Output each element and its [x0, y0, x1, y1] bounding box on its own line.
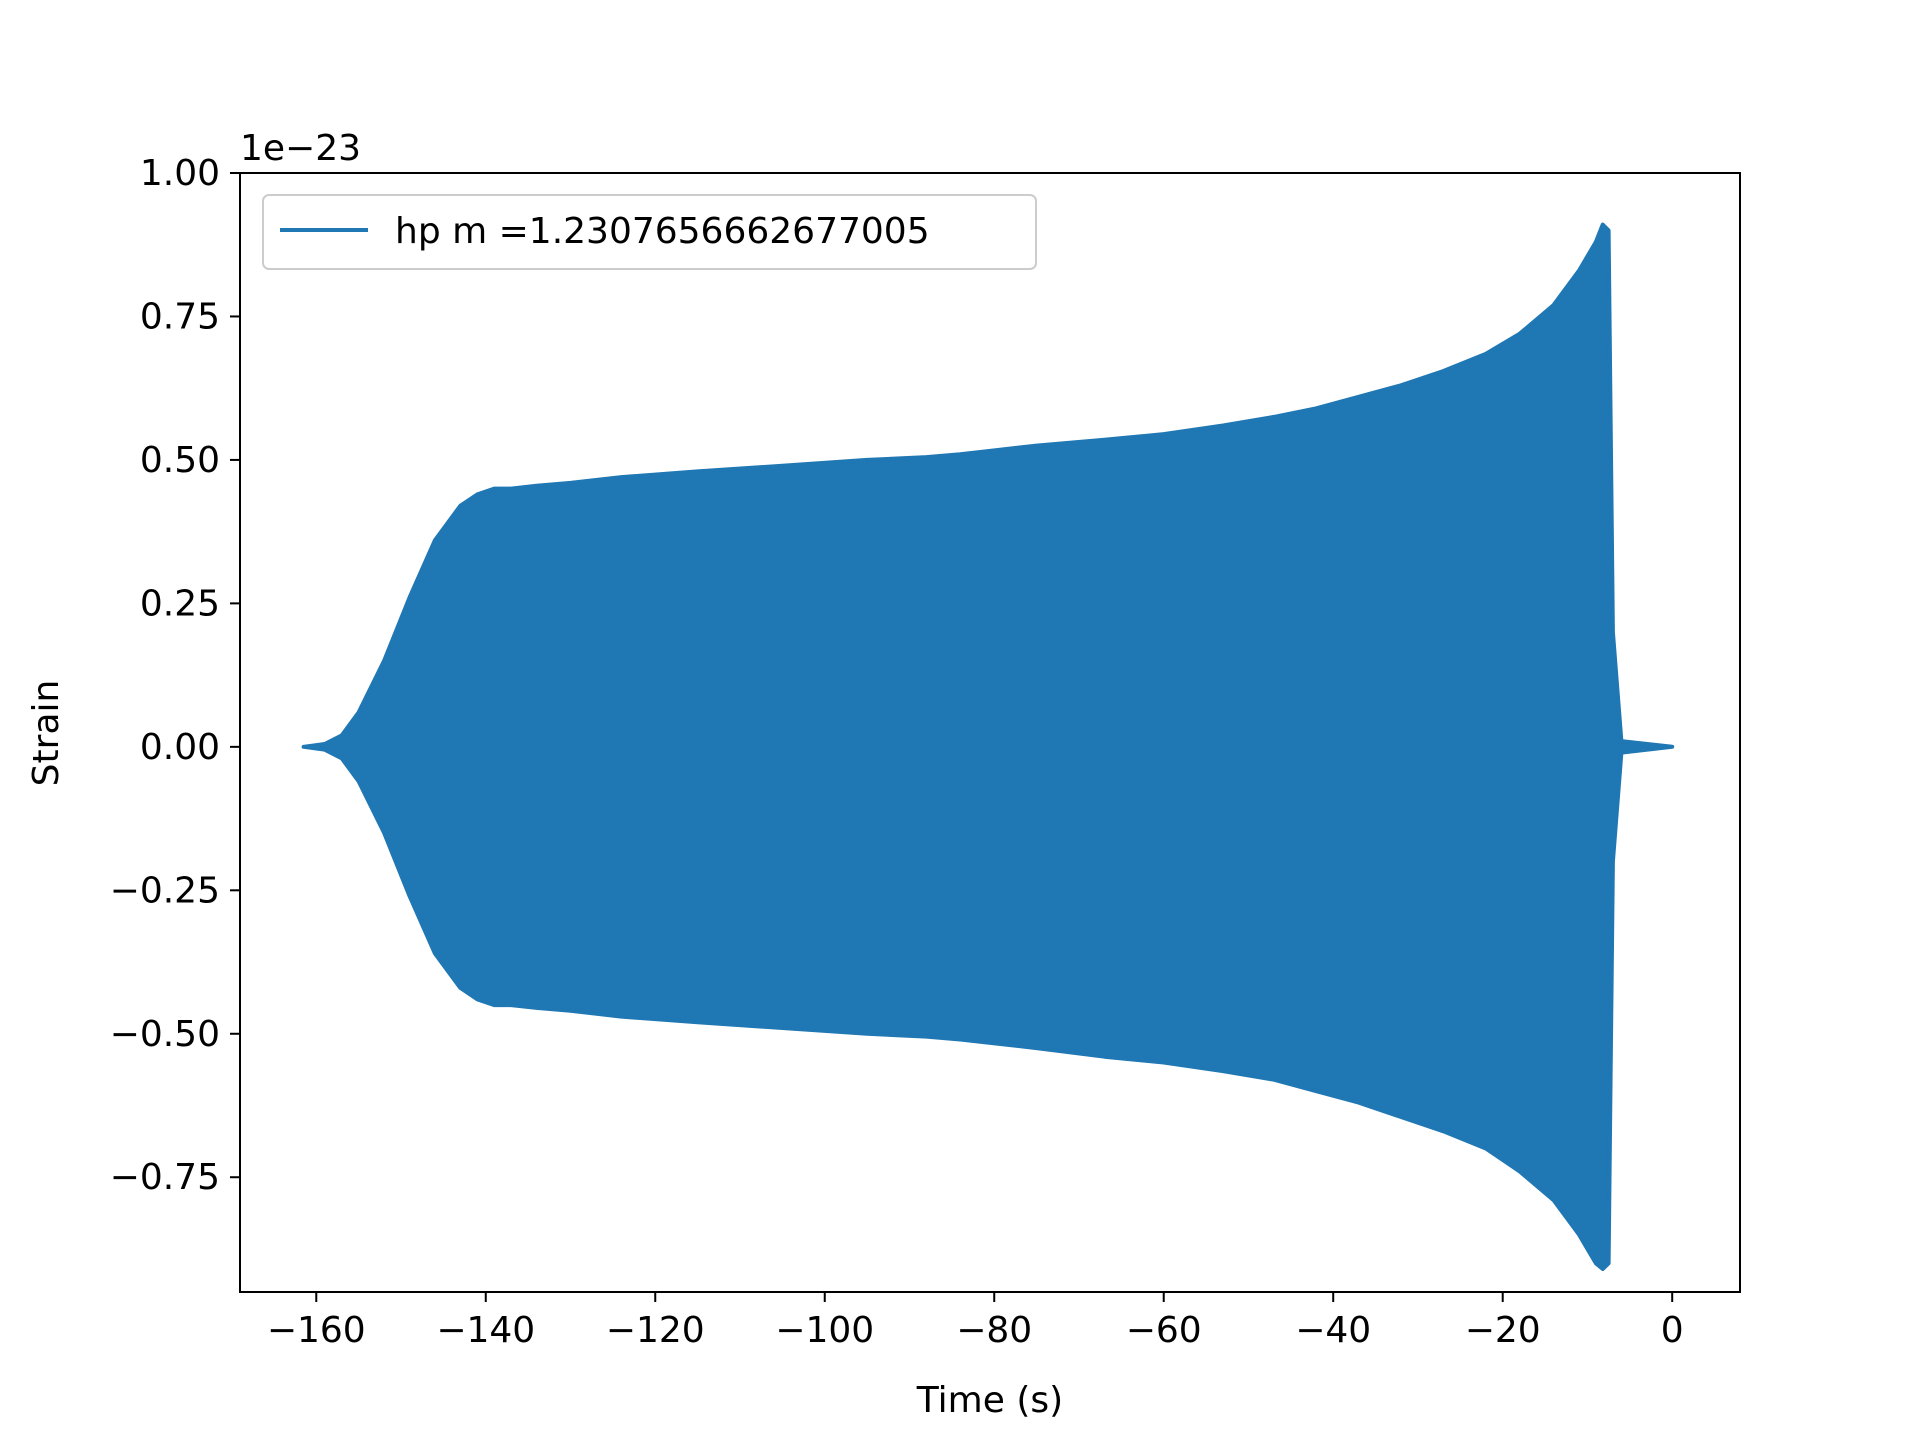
x-tick-label: −140 — [436, 1310, 535, 1351]
y-tick-label: −0.75 — [110, 1157, 220, 1198]
x-tick-label: −40 — [1295, 1310, 1371, 1351]
x-axis-label: Time (s) — [916, 1380, 1063, 1421]
y-offset-text: 1e−23 — [240, 128, 361, 169]
y-tick-label: 0.75 — [140, 296, 220, 337]
legend: hp m =1.2307656662677005 — [262, 194, 1037, 270]
axes-frame — [239, 172, 1741, 1293]
y-tick-label: 0.25 — [140, 583, 220, 624]
y-tick-label: −0.25 — [110, 870, 220, 911]
x-tick-label: −20 — [1465, 1310, 1541, 1351]
y-axis-ticks: −0.75 −0.50 −0.25 0.00 0.25 0.50 0.75 1.00 — [110, 153, 240, 1198]
x-tick-label: 0 — [1661, 1310, 1684, 1351]
y-tick-label: 0.00 — [140, 727, 220, 768]
y-tick-label: −0.50 — [110, 1014, 220, 1055]
y-tick-label: 0.50 — [140, 440, 220, 481]
x-tick-label: −160 — [267, 1310, 366, 1351]
x-tick-label: −100 — [775, 1310, 874, 1351]
legend-box — [262, 194, 1037, 270]
waveform-envelope — [301, 222, 1675, 1271]
x-axis-ticks: −160 −140 −120 −100 −80 −60 −40 −20 0 — [267, 1292, 1684, 1351]
x-tick-label: −60 — [1126, 1310, 1202, 1351]
legend-label: hp m =1.2307656662677005 — [395, 211, 930, 252]
x-tick-label: −120 — [606, 1310, 705, 1351]
x-tick-label: −80 — [956, 1310, 1032, 1351]
y-axis-label: Strain — [26, 680, 67, 787]
y-tick-label: 1.00 — [140, 153, 220, 194]
plot-area — [301, 222, 1675, 1271]
